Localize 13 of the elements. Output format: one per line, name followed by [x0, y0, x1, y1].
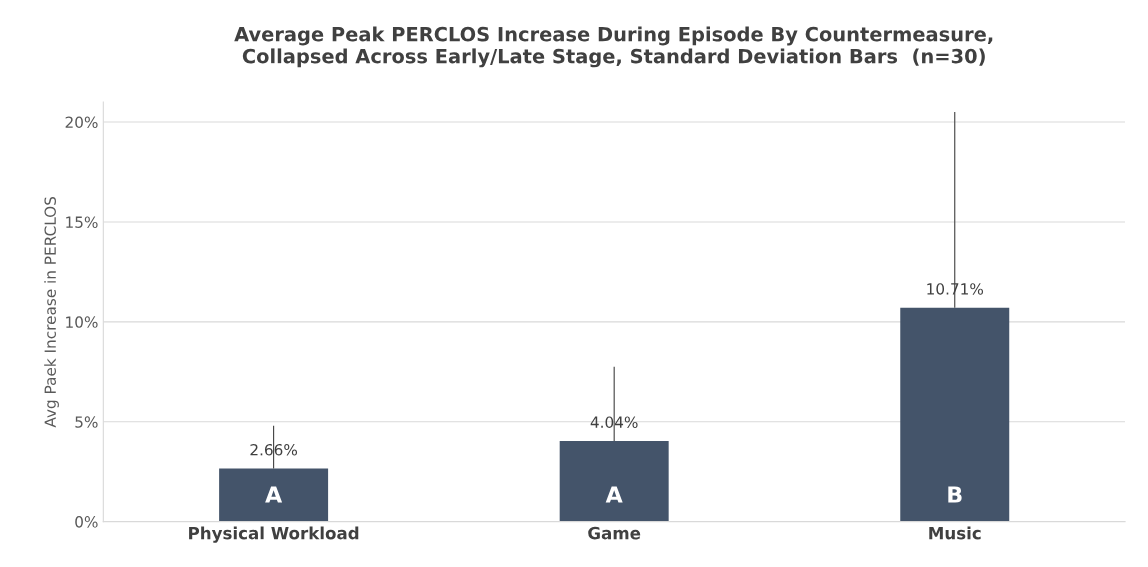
x-tick-label: Music: [929, 526, 981, 540]
y-tick-label: 0%: [75, 516, 98, 528]
chart-title: Average Peak PERCLOS Increase During Episode By Countermeasure, Collapsed Across Early/Late Stage, Standard Deviation Bars (n=30): [234, 26, 993, 68]
x-tick-label: Physical Workload: [189, 526, 359, 543]
y-tick-label: 15%: [66, 216, 98, 228]
y-axis-title: Avg Paek Increase in PERCLOS: [44, 196, 59, 428]
annotation: A: [265, 486, 283, 503]
y-tick-label: 10%: [66, 316, 98, 328]
x-tick-label: Game: [588, 526, 641, 540]
annotation: A: [605, 486, 623, 503]
y-tick-label: 5%: [75, 416, 98, 428]
y-tick-label: 20%: [65, 116, 98, 129]
annotation: B: [948, 486, 962, 503]
